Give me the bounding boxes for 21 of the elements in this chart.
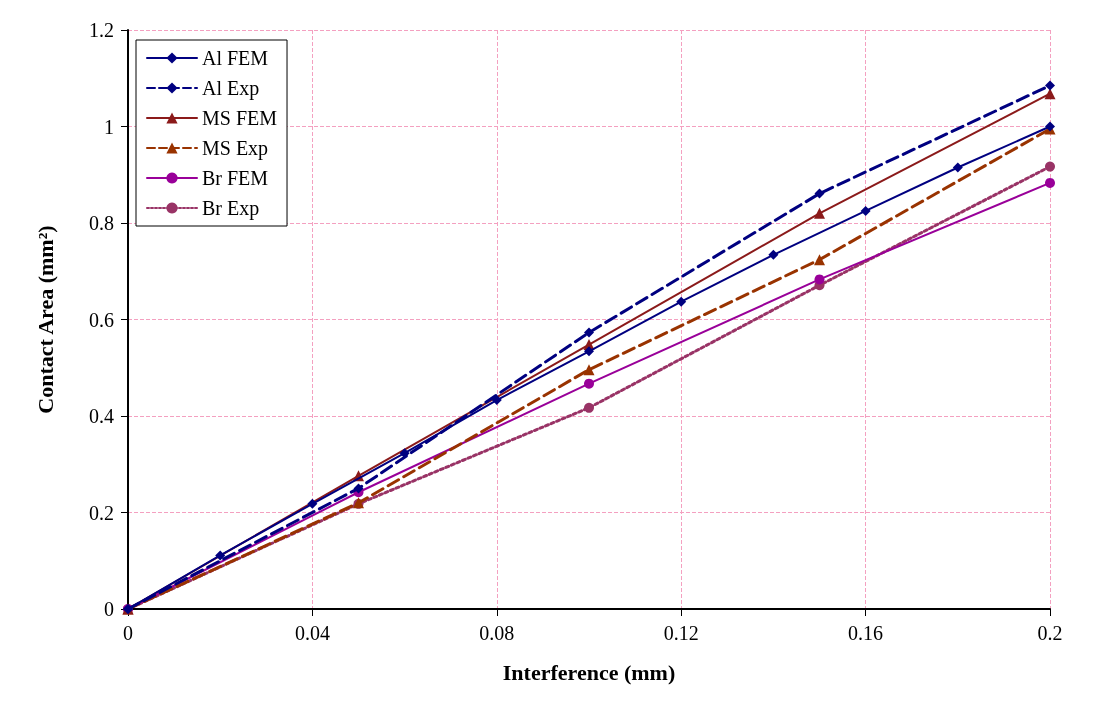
y-tick-label: 0	[104, 598, 114, 620]
legend-label: Br FEM	[202, 167, 269, 189]
x-tick-label: 0.2	[1037, 622, 1063, 644]
legend-label: Al Exp	[202, 77, 260, 100]
y-tick-label: 0.4	[89, 405, 114, 427]
x-tick-label: 0.12	[663, 622, 699, 644]
legend-label: Br Exp	[202, 197, 260, 220]
y-tick-label: 0.8	[89, 212, 114, 234]
x-tick-label: 0.16	[848, 622, 884, 644]
x-tick-label: 0.04	[294, 622, 330, 644]
y-tick-label: 0.2	[89, 501, 114, 524]
y-tick-label: 1	[104, 115, 114, 138]
x-tick-label: 0	[123, 622, 133, 644]
legend-label: MS Exp	[202, 137, 269, 160]
legend-label: MS FEM	[202, 107, 278, 129]
y-axis-title: Contact Area (mm²)	[32, 225, 58, 414]
x-axis-title: Interference (mm)	[502, 659, 676, 685]
x-tick-label: 0.08	[479, 622, 515, 644]
legend-label: Al FEM	[202, 47, 269, 69]
y-tick-label: 0.6	[89, 308, 114, 331]
y-tick-label: 1.2	[89, 19, 114, 41]
